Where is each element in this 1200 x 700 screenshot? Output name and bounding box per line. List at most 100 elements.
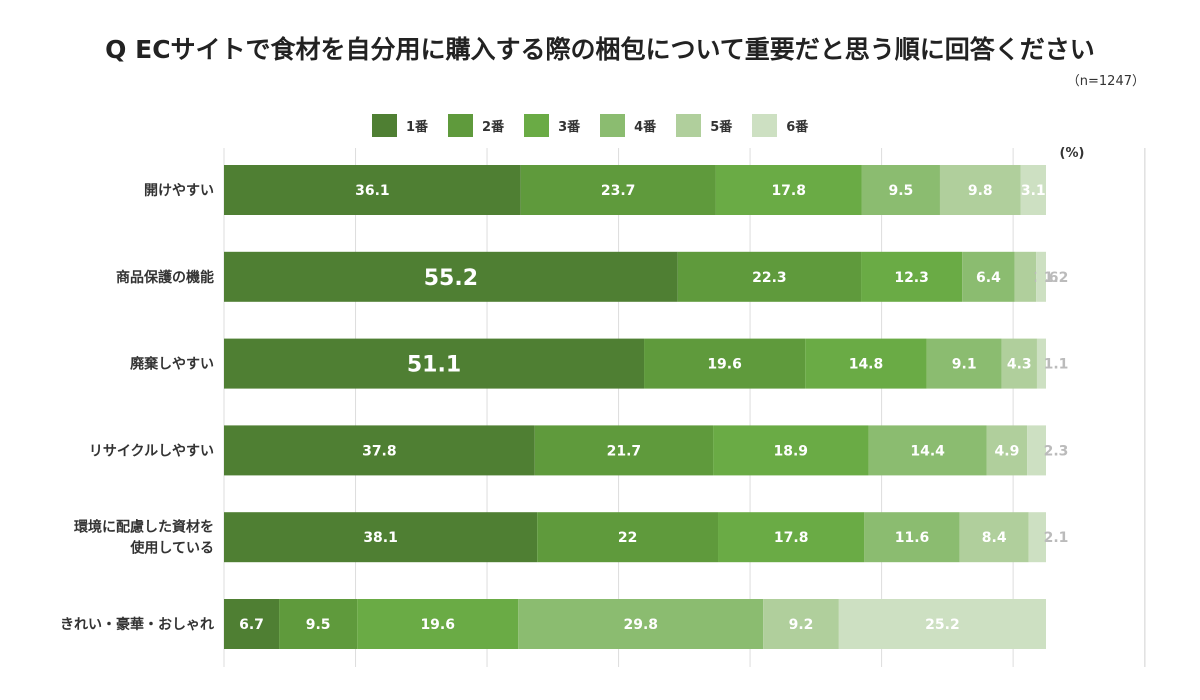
bar-segment [357, 599, 519, 649]
bar-segment [763, 599, 839, 649]
bar-segment [868, 425, 987, 476]
data-label: 2.1 [1044, 530, 1069, 546]
data-label: 19.6 [707, 357, 742, 373]
category-label: きれい・豪華・おしゃれ [60, 616, 214, 633]
bar-segment [986, 425, 1028, 476]
data-label: 17.8 [774, 530, 809, 546]
bar-segment [1001, 338, 1037, 389]
bar-segment [534, 425, 714, 476]
bar-segment [861, 251, 963, 302]
bar-segment [518, 599, 764, 649]
bar-segment [713, 425, 869, 476]
bar-segment [864, 512, 960, 563]
bar-segment [715, 165, 862, 215]
legend-label: 3番 [558, 119, 581, 135]
bar-segment [1014, 251, 1037, 302]
category-label: 開けやすい [144, 183, 214, 199]
data-label: 29.8 [623, 617, 658, 633]
data-label: 9.2 [789, 617, 814, 633]
sample-size-label: （n=1247） [1066, 74, 1145, 89]
legend-item-3: 3番 [524, 113, 581, 137]
data-label: 18.9 [773, 443, 808, 459]
bar-segment [644, 338, 806, 389]
bar-segment [962, 251, 1015, 302]
legend-item-1: 1番 [372, 113, 429, 137]
legend-item-4: 4番 [600, 113, 657, 137]
data-label: 23.7 [601, 183, 636, 199]
bar-segment [224, 425, 535, 476]
bar-segment [805, 338, 927, 389]
legend-label: 5番 [710, 119, 733, 135]
data-label: 1.1 [1044, 357, 1069, 373]
legend-label: 2番 [482, 119, 505, 135]
legend-label: 1番 [406, 119, 429, 135]
category-label: 商品保護の機能 [116, 269, 214, 286]
legend-item-2: 2番 [448, 113, 505, 137]
legend-label: 6番 [786, 119, 809, 135]
data-label: 55.2 [424, 266, 478, 291]
bar-segment [1036, 251, 1046, 302]
bar-segment [224, 338, 645, 389]
legend: 1番 2番 3番 4番 5番 6番 [372, 113, 828, 137]
data-label: 37.8 [362, 443, 397, 459]
data-label: 4.9 [995, 443, 1020, 459]
category-labels: 開けやすい商品保護の機能廃棄しやすいリサイクルしやすい環境に配慮した資材を使用し… [60, 183, 214, 633]
legend-swatch [372, 113, 397, 137]
data-label: 14.8 [849, 357, 884, 373]
bar-segment [224, 512, 538, 563]
data-label: 12.3 [894, 270, 929, 286]
bar-segment [1027, 425, 1046, 476]
data-label: 1.2 [1044, 270, 1069, 286]
data-label: 9.5 [889, 183, 914, 199]
chart-title: Q ECサイトで食材を自分用に購入する際の梱包について重要だと思う順に回答くださ… [105, 35, 1095, 64]
bar-segment [224, 251, 678, 302]
legend-swatch [524, 113, 550, 137]
category-label: 廃棄しやすい [130, 356, 214, 373]
bar-segment [520, 165, 716, 215]
data-label: 2.3 [1044, 443, 1069, 459]
bar-segment [1036, 338, 1046, 389]
category-label: 使用している [129, 540, 214, 557]
data-label: 38.1 [363, 530, 398, 546]
data-label: 4.3 [1007, 357, 1032, 373]
data-label: 25.2 [925, 617, 960, 633]
bar-segment [279, 599, 358, 649]
bar-segment [1020, 165, 1046, 215]
data-label: 8.4 [982, 530, 1007, 546]
bar-segment [224, 599, 280, 649]
data-label: 3.1 [1021, 183, 1046, 199]
legend-item-6: 6番 [752, 113, 809, 137]
category-label: 環境に配慮した資材を [74, 519, 214, 536]
data-label: 51.1 [407, 353, 461, 378]
data-label: 36.1 [355, 183, 390, 199]
bar-segment [926, 338, 1002, 389]
bar-segment [838, 599, 1046, 649]
unit-label: (%) [1060, 146, 1085, 161]
data-label: 14.4 [910, 443, 945, 459]
bar-segment [677, 251, 862, 302]
data-label: 21.7 [607, 443, 642, 459]
legend-swatch [600, 113, 626, 137]
bar-segment [1028, 512, 1046, 563]
data-label: 6.4 [976, 270, 1001, 286]
legend-label: 4番 [634, 119, 657, 135]
data-label: 19.6 [420, 617, 455, 633]
bar-segment [861, 165, 940, 215]
bars: 36.1 23.7 17.8 9.5 9.8 3.155.2 22.3 12.3 6.4 2.61… [224, 165, 1068, 649]
data-label: 22.3 [752, 270, 787, 286]
data-label: 9.5 [306, 617, 331, 633]
legend-swatch [752, 113, 778, 137]
category-label: リサイクルしやすい [89, 443, 214, 459]
data-label: 9.8 [968, 183, 993, 199]
legend-swatch [676, 113, 702, 137]
bar-segment [224, 165, 521, 215]
data-label: 11.6 [895, 530, 930, 546]
data-label: 6.7 [239, 617, 264, 633]
bar-segment [939, 165, 1021, 215]
legend-swatch [448, 113, 474, 137]
bar-segment [537, 512, 719, 563]
bar-segment [718, 512, 865, 563]
data-label: 9.1 [952, 357, 977, 373]
bar-segment [959, 512, 1029, 563]
